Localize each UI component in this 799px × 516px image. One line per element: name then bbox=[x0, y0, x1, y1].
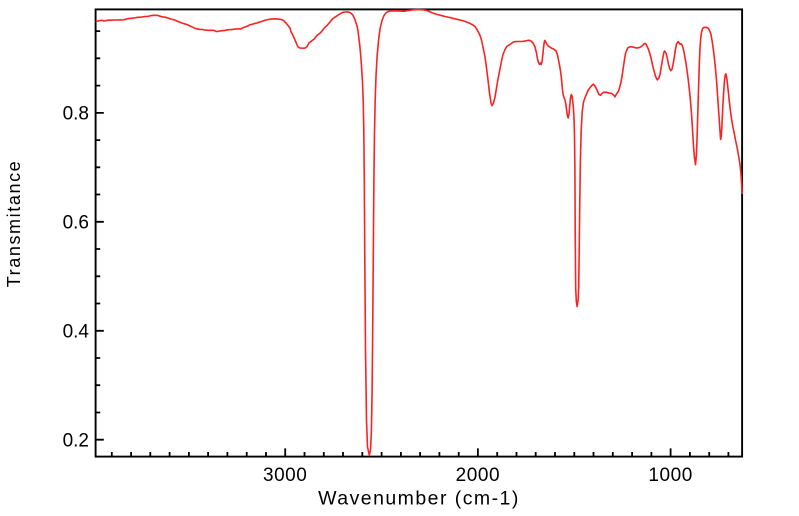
svg-text:Wavenumber (cm-1): Wavenumber (cm-1) bbox=[318, 487, 520, 509]
svg-text:0.6: 0.6 bbox=[63, 213, 89, 234]
svg-text:0.8: 0.8 bbox=[63, 104, 89, 125]
svg-text:0.4: 0.4 bbox=[63, 322, 90, 343]
svg-text:0.2: 0.2 bbox=[63, 431, 89, 452]
svg-text:1000: 1000 bbox=[648, 465, 692, 486]
svg-text:2000: 2000 bbox=[456, 465, 500, 486]
svg-text:3000: 3000 bbox=[263, 465, 307, 486]
svg-text:Transmitance: Transmitance bbox=[4, 160, 24, 288]
